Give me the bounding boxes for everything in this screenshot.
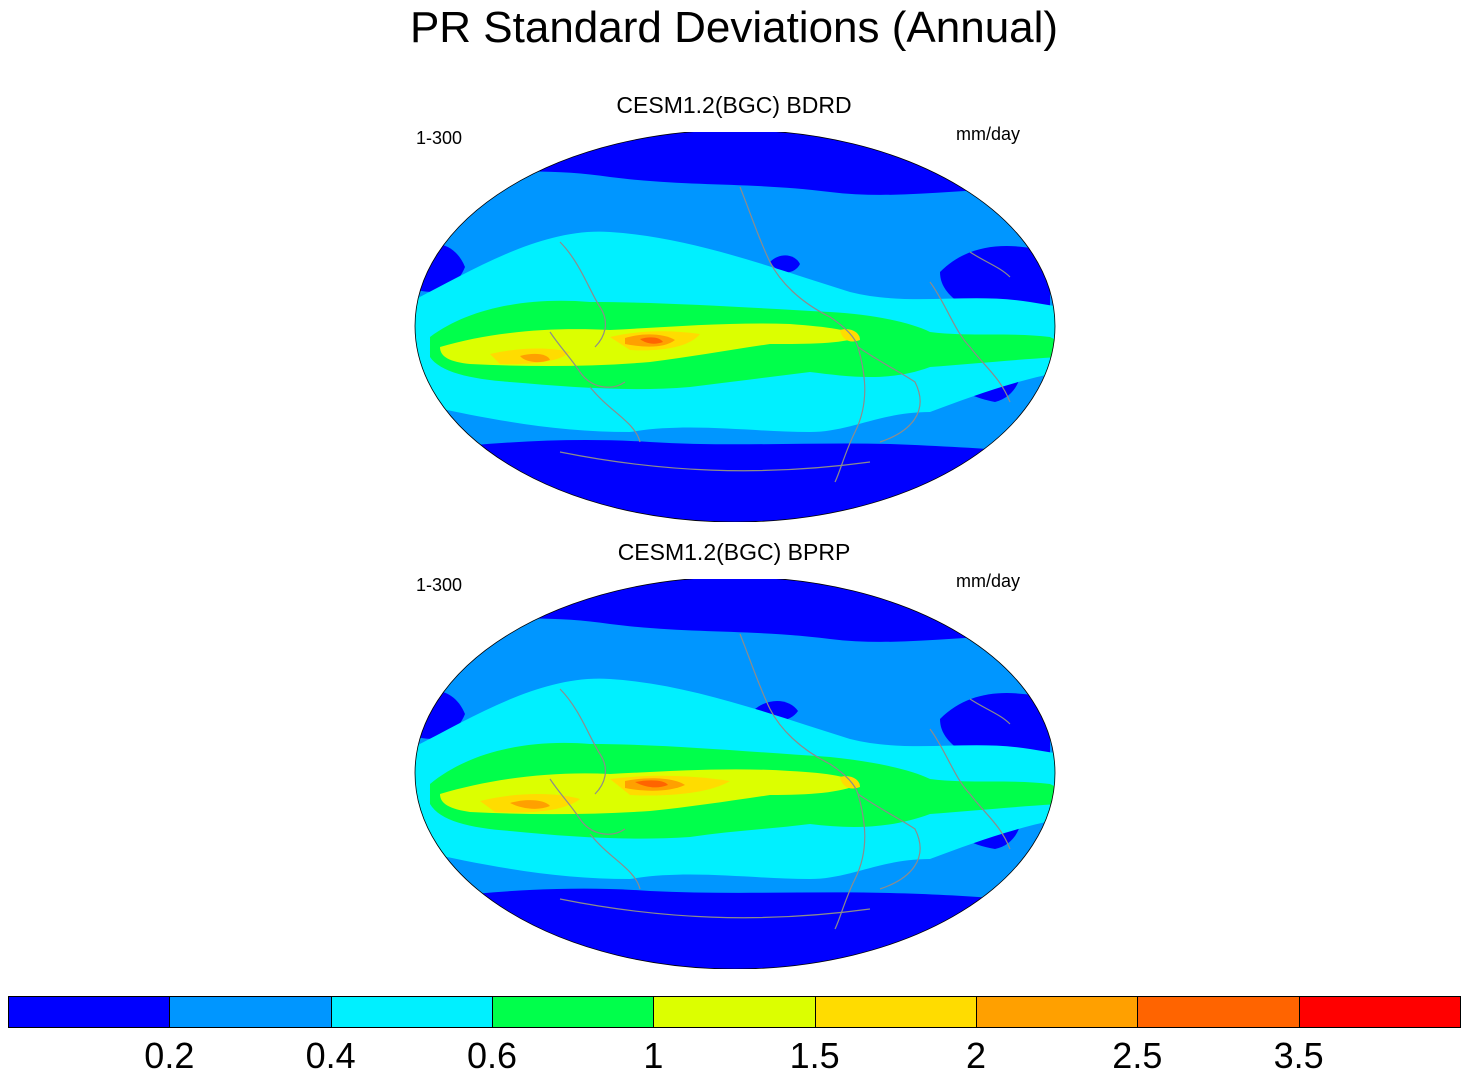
- colorbar-tick-label: 2.5: [1112, 1035, 1163, 1076]
- field-2-2.5: [510, 800, 550, 809]
- panel-units-label: mm/day: [956, 124, 1021, 144]
- field-1.5-2: [840, 329, 860, 342]
- field-2.5-3.5: [635, 780, 668, 788]
- colorbar: [8, 996, 1461, 1030]
- panel-period-label: 1-300: [416, 575, 463, 595]
- colorbar-swatch: [169, 996, 332, 1028]
- field-below-0.2: [770, 255, 800, 273]
- colorbar-swatch: [1137, 996, 1300, 1028]
- colorbar-swatch: [492, 996, 655, 1028]
- colorbar-swatch: [653, 996, 816, 1028]
- colorbar-swatch: [976, 996, 1139, 1028]
- colorbar-tick-label: 0.6: [466, 1035, 518, 1076]
- colorbar-swatch: [814, 996, 977, 1028]
- field-2.5-3.5: [640, 337, 663, 344]
- panel-period-label: 1-300: [416, 128, 463, 148]
- colorbar-tick-label: 3.5: [1273, 1035, 1324, 1076]
- colorbar-tick-label: 1.5: [789, 1035, 840, 1076]
- world-map: [414, 579, 1056, 969]
- coastlines: [549, 186, 1011, 483]
- world-map: [414, 132, 1056, 522]
- colorbar-swatch: [1298, 996, 1461, 1028]
- figure-title: PR Standard Deviations (Annual): [409, 3, 1059, 52]
- panel-title: CESM1.2(BGC) BDRD: [616, 92, 852, 118]
- field-1.5-2: [840, 776, 860, 789]
- colorbar-swatch: [330, 996, 493, 1028]
- colorbar-swatch: [8, 996, 171, 1028]
- colorbar-tick-label: 1: [643, 1035, 664, 1076]
- colorbar-tick-label: 0.2: [144, 1035, 195, 1076]
- field-below-0.2: [415, 440, 1055, 522]
- colorbar-tick-label: 2: [965, 1035, 987, 1076]
- panel-units-label: mm/day: [956, 571, 1021, 591]
- map-panel-2: CESM1.2(BGC) BPRP 1-300 mm/day: [0, 539, 1468, 979]
- coastlines: [549, 633, 1011, 930]
- field-2-2.5: [520, 353, 550, 363]
- colorbar-tick-label: 0.4: [305, 1035, 356, 1076]
- field-below-0.2: [415, 888, 1055, 969]
- map-panel-1: CESM1.2(BGC) BDRD 1-300 mm/day: [0, 92, 1468, 532]
- panel-title: CESM1.2(BGC) BPRP: [617, 539, 851, 565]
